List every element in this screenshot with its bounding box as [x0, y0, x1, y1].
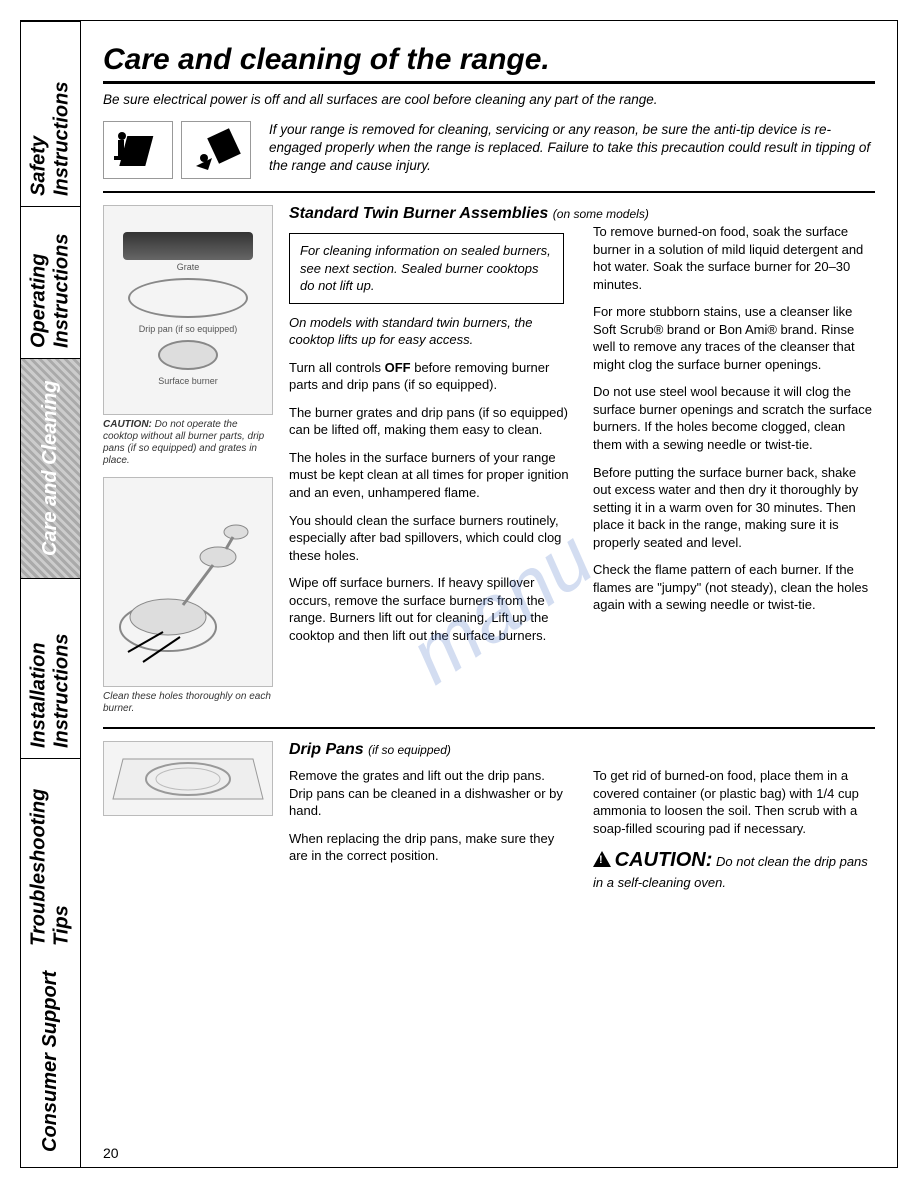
caution-block: CAUTION: Do not clean the drip pans in a…	[593, 847, 875, 892]
para: Before putting the surface burner back, …	[593, 464, 875, 552]
figure-column	[103, 741, 273, 902]
intro-text: If your range is removed for cleaning, s…	[269, 121, 875, 179]
burner-holes-figure	[103, 477, 273, 687]
para: Check the flame pattern of each burner. …	[593, 561, 875, 614]
tab-operating[interactable]: Operating Instructions	[21, 206, 80, 358]
figure-label-grate: Grate	[177, 262, 200, 272]
anti-tip-icons	[103, 121, 251, 179]
warning-triangle-icon	[593, 851, 611, 867]
para: When replacing the drip pans, make sure …	[289, 830, 571, 865]
section-heading-note: (on some models)	[553, 207, 649, 221]
divider	[103, 727, 875, 729]
anti-tip-correct-icon	[103, 121, 173, 179]
page-number: 20	[103, 1145, 119, 1161]
section-heading: Standard Twin Burner Assemblies	[289, 205, 548, 222]
figure-caption-2: Clean these holes thoroughly on each bur…	[103, 691, 273, 715]
para: The holes in the surface burners of your…	[289, 449, 571, 502]
para: Do not use steel wool because it will cl…	[593, 383, 875, 453]
off-keyword: OFF	[385, 360, 411, 375]
section-drip-pans: Drip Pans (if so equipped) Remove the gr…	[103, 741, 875, 902]
section-heading-note: (if so equipped)	[368, 743, 451, 757]
para: To get rid of burned-on food, place them…	[593, 767, 875, 837]
safety-warning: Be sure electrical power is off and all …	[103, 92, 875, 107]
section-heading-row: Standard Twin Burner Assemblies (on some…	[289, 205, 875, 223]
divider	[103, 81, 875, 84]
two-column-text: Remove the grates and lift out the drip …	[289, 767, 875, 902]
figure-label-burner: Surface burner	[158, 376, 218, 386]
section-twin-burner: Grate Drip pan (if so equipped) Surface …	[103, 205, 875, 715]
figure-caption-1: CAUTION: Do not operate the cooktop with…	[103, 419, 273, 467]
para: Remove the grates and lift out the drip …	[289, 767, 571, 820]
para: The burner grates and drip pans (if so e…	[289, 404, 571, 439]
anti-tip-incorrect-icon	[181, 121, 251, 179]
tab-installation[interactable]: Installation Instructions	[21, 578, 80, 758]
tab-safety[interactable]: Safety Instructions	[21, 21, 80, 206]
text: Turn all controls	[289, 360, 385, 375]
para: For more stubborn stains, use a cleanser…	[593, 303, 875, 373]
caution-heading: CAUTION:	[615, 849, 713, 871]
right-column: To remove burned-on food, soak the surfa…	[593, 223, 875, 654]
drip-pan-figure	[103, 741, 273, 816]
left-column: Remove the grates and lift out the drip …	[289, 767, 571, 902]
tab-troubleshooting[interactable]: Troubleshooting Tips	[21, 758, 80, 956]
sidebar-tabs: Safety Instructions Operating Instructio…	[21, 21, 81, 1167]
para: Wipe off surface burners. If heavy spill…	[289, 574, 571, 644]
figure-label-drip: Drip pan (if so equipped)	[139, 324, 238, 334]
section-heading-row: Drip Pans (if so equipped)	[289, 741, 875, 759]
para: You should clean the surface burners rou…	[289, 512, 571, 565]
tab-care-cleaning[interactable]: Care and Cleaning	[21, 358, 80, 578]
burner-parts-figure: Grate Drip pan (if so equipped) Surface …	[103, 205, 273, 415]
page-title: Care and cleaning of the range.	[103, 43, 875, 77]
right-column: To get rid of burned-on food, place them…	[593, 767, 875, 902]
manual-page: Safety Instructions Operating Instructio…	[20, 20, 898, 1168]
section-a-text: Standard Twin Burner Assemblies (on some…	[289, 205, 875, 715]
two-column-text: For cleaning information on sealed burne…	[289, 223, 875, 654]
tab-consumer-support[interactable]: Consumer Support	[21, 956, 80, 1167]
page-content: Care and cleaning of the range. Be sure …	[81, 21, 897, 1167]
intro-row: If your range is removed for cleaning, s…	[103, 121, 875, 179]
caution-label: CAUTION:	[103, 419, 152, 430]
figure-column: Grate Drip pan (if so equipped) Surface …	[103, 205, 273, 715]
divider	[103, 191, 875, 193]
left-column: For cleaning information on sealed burne…	[289, 223, 571, 654]
section-b-text: Drip Pans (if so equipped) Remove the gr…	[289, 741, 875, 902]
para: On models with standard twin burners, th…	[289, 315, 533, 348]
sealed-burner-note: For cleaning information on sealed burne…	[289, 233, 564, 304]
para: Turn all controls OFF before removing bu…	[289, 359, 571, 394]
para: To remove burned-on food, soak the surfa…	[593, 223, 875, 293]
section-heading: Drip Pans	[289, 741, 364, 758]
